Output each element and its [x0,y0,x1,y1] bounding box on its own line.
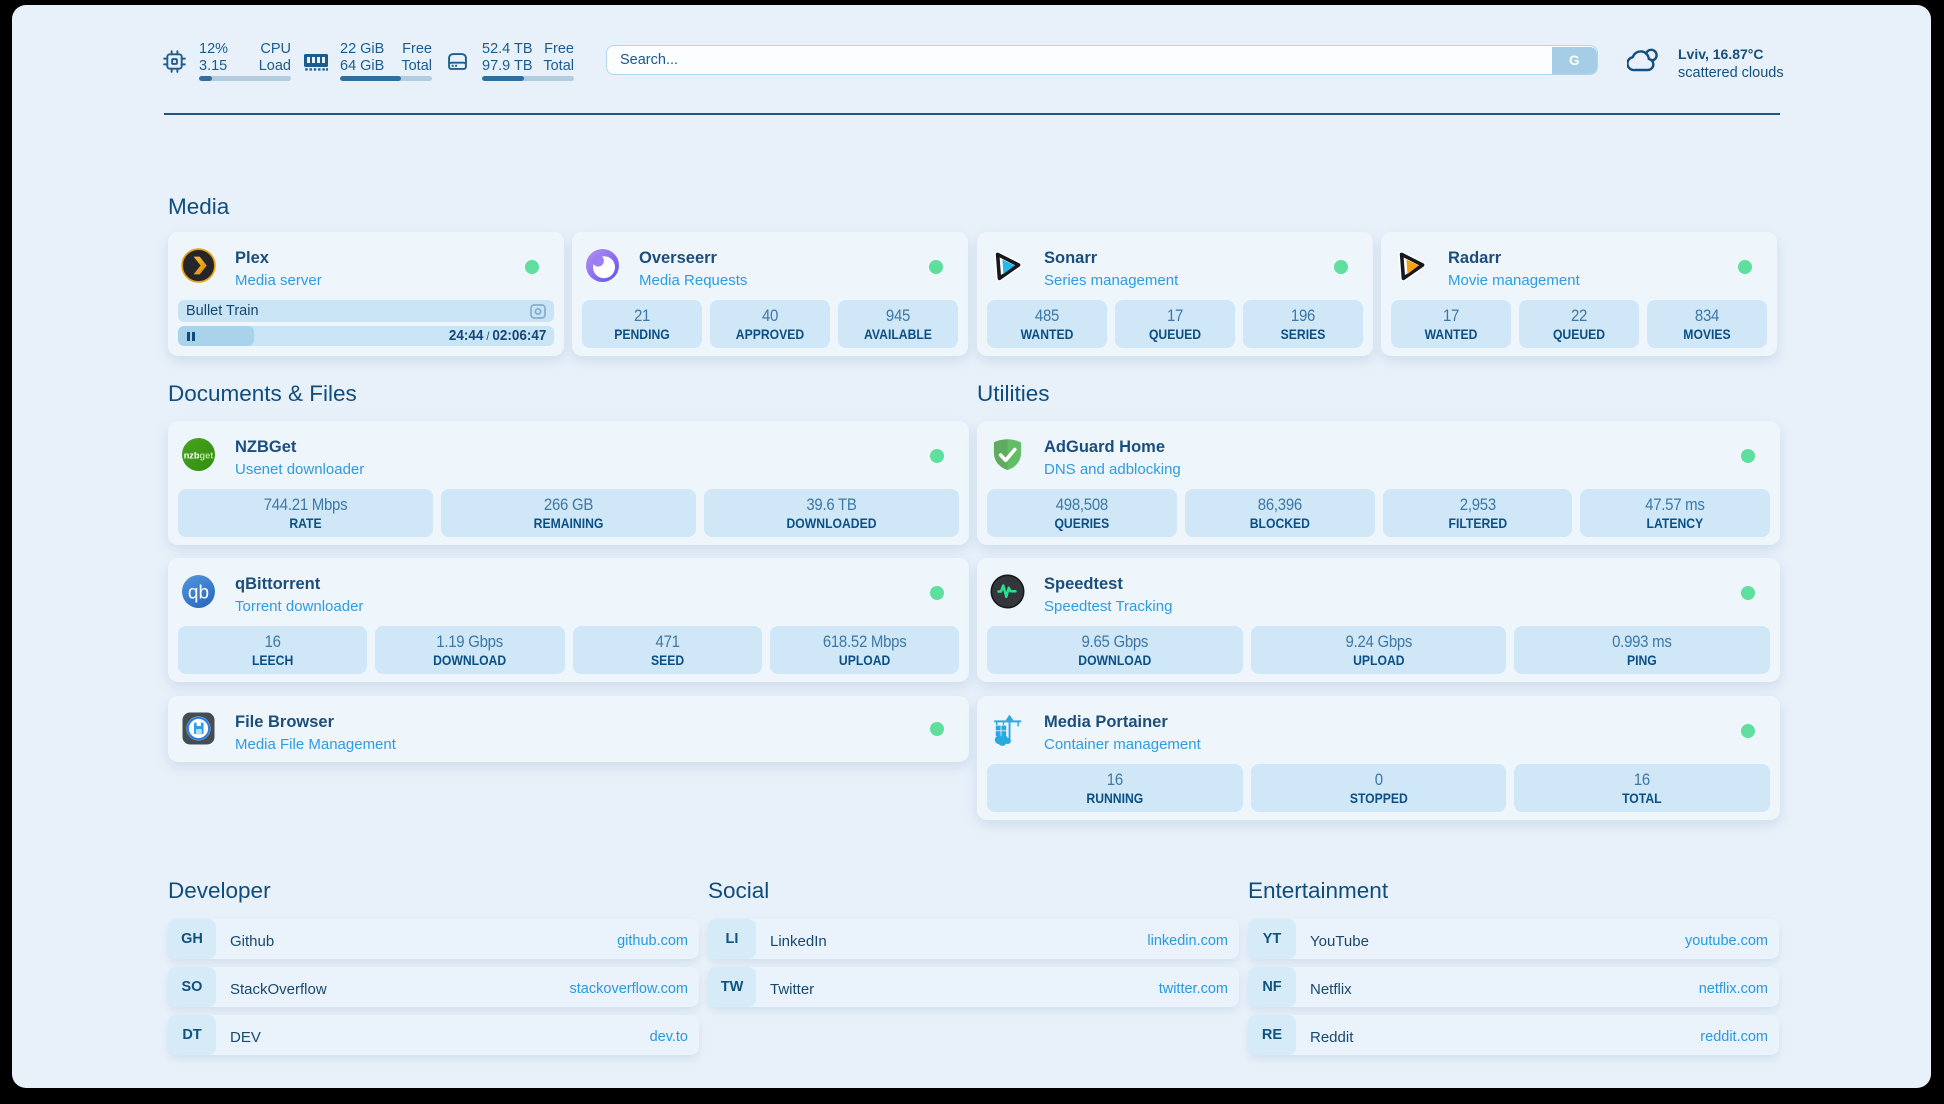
svg-text:qb: qb [188,583,209,604]
svg-text:nzbget: nzbget [184,450,214,460]
